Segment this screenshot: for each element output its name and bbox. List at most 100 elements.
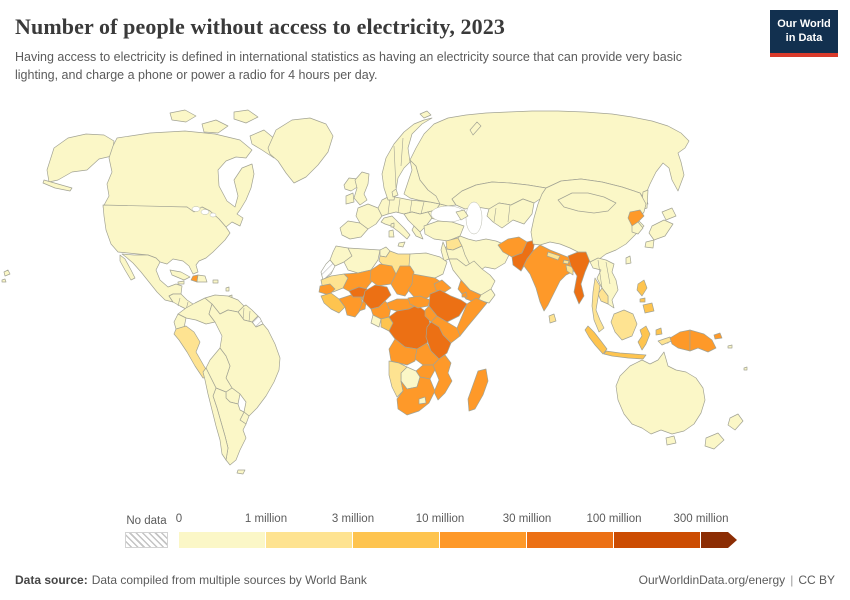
country-taiwan[interactable]	[625, 255, 632, 265]
country-chile[interactable]	[202, 367, 229, 461]
country-mozambique[interactable]	[432, 354, 453, 401]
country-iberia[interactable]	[339, 220, 369, 240]
owid-logo[interactable]: Our World in Data	[770, 10, 838, 57]
country-djibouti[interactable]	[461, 291, 468, 298]
country-mongolia[interactable]	[557, 192, 617, 214]
country-south-sudan[interactable]	[407, 295, 431, 309]
country-eritrea[interactable]	[433, 279, 452, 293]
country-baja-california[interactable]	[119, 254, 136, 281]
country-svalbard[interactable]	[419, 110, 432, 119]
country-australia[interactable]	[615, 351, 706, 435]
data-source-label: Data source:	[15, 573, 88, 587]
country-arctic-island-1[interactable]	[169, 109, 197, 123]
country-south-africa[interactable]	[396, 376, 436, 416]
map-legend: No data 0 1 million 3 million 10 million…	[125, 513, 737, 548]
country-puerto-rico[interactable]	[212, 279, 219, 284]
country-nepal[interactable]	[546, 251, 561, 261]
country-fiji[interactable]	[743, 366, 748, 371]
world-map-svg[interactable]	[0, 108, 850, 508]
country-madagascar[interactable]	[467, 368, 489, 412]
country-japan-hokkaido[interactable]	[661, 207, 677, 221]
legend-segment-7[interactable]	[701, 532, 737, 548]
country-aleutians[interactable]	[42, 179, 73, 192]
country-borneo[interactable]	[610, 309, 638, 341]
chart-footer: Data source: Data compiled from multiple …	[0, 573, 850, 587]
country-sardinia[interactable]	[388, 229, 395, 238]
country-sulawesi[interactable]	[637, 325, 651, 351]
country-solomon-islands[interactable]	[727, 344, 733, 349]
country-greece[interactable]	[411, 225, 424, 240]
legend-scale: 0 1 million 3 million 10 million 30 mill…	[176, 513, 737, 548]
country-sri-lanka[interactable]	[548, 313, 557, 324]
legend-no-data-swatch[interactable]	[125, 532, 168, 548]
country-arctic-island-3[interactable]	[233, 109, 259, 124]
country-senegal[interactable]	[318, 283, 336, 296]
country-sudan[interactable]	[407, 273, 442, 299]
country-hawaii-2[interactable]	[1, 278, 7, 283]
country-novaya-zemlya[interactable]	[469, 121, 482, 136]
country-sicily[interactable]	[397, 241, 406, 248]
legend-segment-4[interactable]	[440, 532, 527, 548]
country-greenland[interactable]	[267, 117, 334, 184]
data-source-text: Data compiled from multiple sources by W…	[91, 573, 367, 587]
country-new-guinea-west[interactable]	[669, 329, 691, 352]
country-angola[interactable]	[388, 338, 418, 366]
country-sumatra[interactable]	[584, 325, 608, 355]
legend-segment-5[interactable]	[527, 532, 614, 548]
country-lesser-antilles-1[interactable]	[225, 286, 230, 292]
country-moluccas-1[interactable]	[655, 327, 663, 336]
country-dominican-republic[interactable]	[196, 274, 208, 283]
country-somalia[interactable]	[456, 297, 488, 337]
country-philippines-luzon[interactable]	[636, 279, 648, 297]
country-bhutan[interactable]	[562, 259, 570, 265]
country-papua-new-guinea[interactable]	[689, 329, 717, 353]
country-indochina[interactable]	[589, 257, 619, 309]
country-new-zealand-south[interactable]	[704, 432, 725, 450]
country-java[interactable]	[603, 350, 647, 360]
country-denmark[interactable]	[391, 188, 399, 198]
country-cuba[interactable]	[169, 269, 191, 281]
chart-subtitle: Having access to electricity is defined …	[15, 50, 682, 82]
country-arctic-island-2[interactable]	[201, 119, 229, 134]
world-map[interactable]	[0, 108, 850, 508]
country-levant[interactable]	[440, 241, 450, 262]
country-hawaii-1[interactable]	[3, 269, 11, 277]
country-japan-honshu[interactable]	[648, 219, 674, 241]
country-japan-kyushu[interactable]	[644, 239, 655, 249]
country-uganda[interactable]	[424, 305, 438, 323]
country-uk[interactable]	[353, 171, 370, 206]
country-usa[interactable]	[102, 204, 231, 275]
country-new-zealand-north[interactable]	[727, 413, 744, 431]
country-south-korea[interactable]	[631, 221, 644, 235]
country-central-asia[interactable]	[486, 198, 535, 229]
border-central-asia	[493, 204, 511, 223]
country-ireland[interactable]	[345, 192, 355, 205]
country-bangladesh[interactable]	[565, 264, 574, 276]
great-lake-2	[200, 209, 210, 215]
country-usa-alaska[interactable]	[46, 133, 115, 183]
country-scandinavia[interactable]	[381, 117, 433, 201]
country-gabon[interactable]	[370, 314, 382, 328]
country-malay-peninsula[interactable]	[591, 277, 605, 333]
owid-url-link[interactable]: OurWorldinData.org/energy	[638, 573, 786, 587]
legend-segment-2[interactable]	[266, 532, 353, 548]
country-falkland-islands[interactable]	[236, 469, 246, 475]
country-philippines-mindanao[interactable]	[642, 302, 655, 314]
country-france[interactable]	[355, 203, 383, 230]
country-guinea-region[interactable]	[320, 292, 346, 314]
country-myanmar[interactable]	[567, 251, 591, 305]
country-italy[interactable]	[380, 215, 411, 240]
country-tasmania[interactable]	[665, 435, 677, 446]
country-philippines-visayas[interactable]	[639, 297, 646, 303]
country-new-britain[interactable]	[713, 332, 723, 340]
country-corsica[interactable]	[390, 222, 395, 228]
legend-segment-3[interactable]	[353, 532, 440, 548]
legend-segment-1[interactable]	[179, 532, 266, 548]
legend-segment-6[interactable]	[614, 532, 701, 548]
country-ecuador[interactable]	[173, 313, 187, 330]
country-lesotho[interactable]	[418, 396, 427, 405]
owid-logo-line2: in Data	[785, 32, 823, 45]
country-jamaica[interactable]	[177, 280, 185, 285]
country-caucasus[interactable]	[455, 209, 469, 221]
license-link[interactable]: CC BY	[798, 573, 835, 587]
